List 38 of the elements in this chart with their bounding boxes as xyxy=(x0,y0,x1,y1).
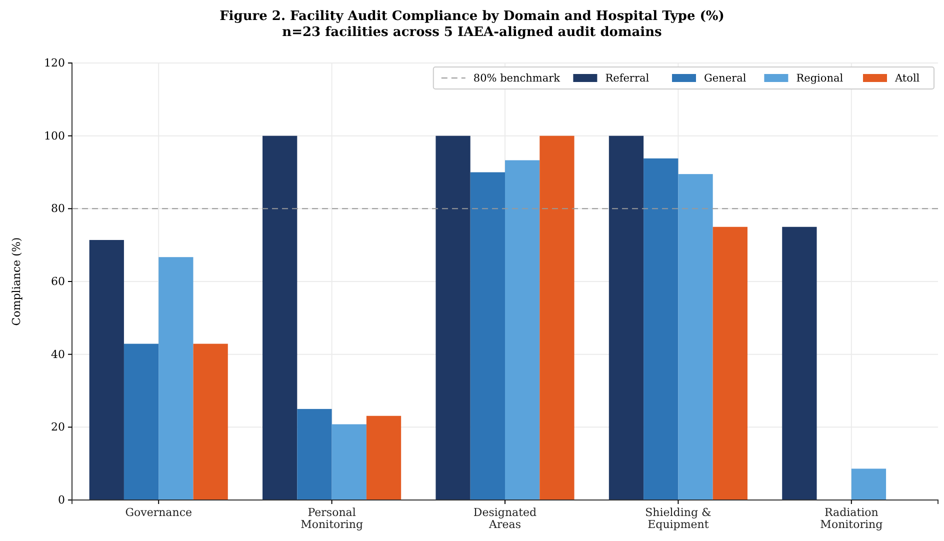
bar xyxy=(193,344,228,500)
y-tick-label: 100 xyxy=(44,129,65,142)
bar xyxy=(366,416,402,500)
x-tick-label: Radiation Monitoring xyxy=(820,506,883,531)
bar xyxy=(158,257,194,500)
bar xyxy=(712,226,748,500)
y-tick-label: 20 xyxy=(51,420,65,434)
legend-label: General xyxy=(704,72,747,85)
y-tick-label: 120 xyxy=(44,56,65,70)
bar xyxy=(297,408,332,500)
x-tick-label: Designated Areas xyxy=(473,506,537,531)
bar xyxy=(782,226,817,500)
x-tick-label: Governance xyxy=(125,506,192,519)
bar xyxy=(608,136,644,500)
y-axis-title: Compliance (%) xyxy=(10,237,23,326)
y-tick-label: 60 xyxy=(51,275,65,288)
bar xyxy=(851,468,886,500)
bar xyxy=(540,136,574,500)
bar xyxy=(470,172,505,500)
bar xyxy=(332,424,366,500)
chart-title: Figure 2. Facility Audit Compliance by Domain and Hospital Type (%) xyxy=(220,9,724,24)
bar xyxy=(644,158,678,500)
y-tick-label: 0 xyxy=(58,494,65,507)
legend-label: Referral xyxy=(605,72,650,85)
x-tick-label: Shielding & Equipment xyxy=(645,506,712,531)
bar xyxy=(436,136,470,500)
x-tick-label: Personal Monitoring xyxy=(300,506,364,531)
bar xyxy=(678,174,713,500)
bar xyxy=(505,160,540,500)
bar xyxy=(89,240,124,500)
legend-label: Atoll xyxy=(894,72,920,85)
y-tick-label: 40 xyxy=(51,348,65,361)
chart-subtitle: n=23 facilities across 5 IAEA-aligned audit domains xyxy=(282,25,662,40)
bar xyxy=(262,136,298,500)
legend-label: Regional xyxy=(796,72,844,85)
legend-label: 80% benchmark xyxy=(473,72,561,85)
y-tick-label: 80 xyxy=(51,202,65,216)
bar xyxy=(124,344,159,500)
